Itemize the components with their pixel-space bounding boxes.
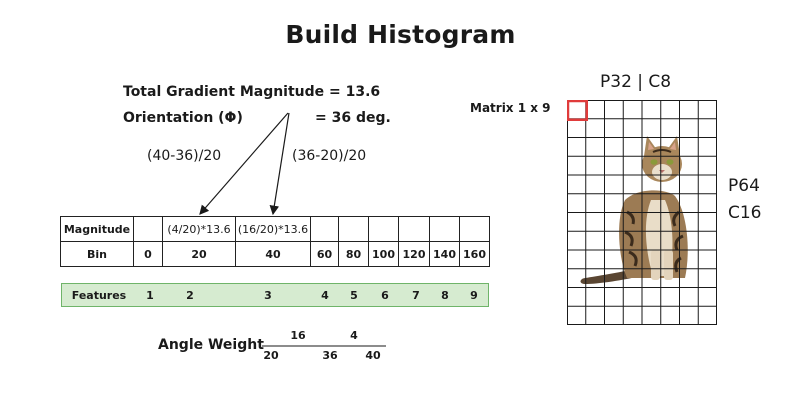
matrix-label: Matrix 1 x 9 xyxy=(470,101,551,115)
feature-index: 1 xyxy=(146,289,154,302)
page-title: Build Histogram xyxy=(285,20,516,49)
feature-index: 5 xyxy=(350,289,358,302)
feature-index: 2 xyxy=(186,289,194,302)
angle-weight-label: Angle Weight xyxy=(158,337,264,353)
feature-index: 6 xyxy=(381,289,389,302)
histogram-table: Magnitude (4/20)*13.6 (16/20)*13.6 Bin 0… xyxy=(60,216,490,267)
side-label-c16: C16 xyxy=(728,203,762,223)
image-grid-panel xyxy=(567,100,717,325)
angle-weight-bottom: 36 xyxy=(322,349,338,362)
feature-index: 4 xyxy=(321,289,329,302)
highlighted-cell xyxy=(567,100,588,121)
feature-index: 9 xyxy=(470,289,478,302)
arrow-to-bin-20 xyxy=(199,112,289,215)
bin-cell: 100 xyxy=(368,241,399,267)
fraction-right: (36-20)/20 xyxy=(292,148,367,164)
bin-cell: 160 xyxy=(459,241,490,267)
angle-weight-top: 16 xyxy=(290,329,306,342)
feature-index: 7 xyxy=(412,289,420,302)
cat-figure xyxy=(580,136,688,284)
features-bar: Features 1 2 3 4 5 6 7 8 9 xyxy=(61,283,489,307)
fraction-left: (40-36)/20 xyxy=(147,148,222,164)
cells-per-block-top-label: P32 | C8 xyxy=(600,72,672,92)
bin-cell: 80 xyxy=(338,241,369,267)
bin-row: Bin 0 20 40 60 80 100 120 140 160 xyxy=(60,241,490,267)
feature-index: 3 xyxy=(264,289,272,302)
angle-weight-top: 4 xyxy=(350,329,358,342)
bin-cell: 60 xyxy=(310,241,339,267)
cat-image xyxy=(567,100,717,325)
angle-weight-bottom: 20 xyxy=(263,349,279,362)
features-label: Features xyxy=(71,289,127,302)
feature-index: 8 xyxy=(441,289,449,302)
orientation-value: = 36 deg. xyxy=(315,110,391,126)
bin-row-header: Bin xyxy=(60,241,134,267)
bin-cell: 20 xyxy=(162,241,236,267)
angle-weight-bottom: 40 xyxy=(365,349,381,362)
magnitude-row: Magnitude (4/20)*13.6 (16/20)*13.6 xyxy=(60,216,490,242)
grid-lines xyxy=(567,100,717,325)
side-label-p64: P64 xyxy=(728,176,760,196)
magnitude-text: Total Gradient Magnitude = 13.6 xyxy=(123,84,381,100)
orientation-label: Orientation (Φ) xyxy=(123,110,243,126)
arrow-to-bin-40 xyxy=(269,112,290,216)
bin-cell: 40 xyxy=(235,241,311,267)
